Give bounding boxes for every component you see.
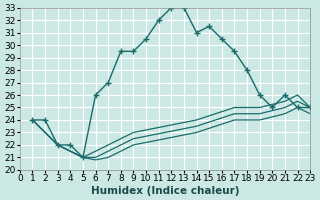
X-axis label: Humidex (Indice chaleur): Humidex (Indice chaleur) [91,186,239,196]
